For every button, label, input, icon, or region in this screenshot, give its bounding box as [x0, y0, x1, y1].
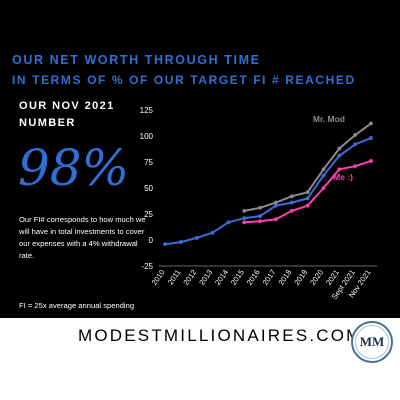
y-tick-label: 125 [140, 106, 154, 115]
data-point [369, 121, 373, 126]
heading-line-2: NUMBER [19, 117, 76, 129]
x-tick-label: 2016 [245, 268, 262, 287]
mm-logo: MM [351, 321, 393, 363]
fi-description: Our FI# corresponds to how much we will … [19, 215, 146, 260]
fi-note: FI = 25x average annual spending [19, 301, 135, 310]
data-point [242, 220, 247, 225]
data-point [337, 167, 342, 172]
data-point [242, 216, 247, 221]
x-tick-label: 2020 [308, 268, 325, 287]
x-tick-label: 2018 [276, 268, 293, 287]
x-tick-label: 2014 [213, 268, 230, 287]
y-tick-label: 75 [144, 158, 153, 167]
data-point [289, 208, 294, 213]
x-tick-label: 2011 [166, 268, 183, 286]
data-point [258, 214, 262, 218]
data-point [163, 242, 167, 247]
data-point [337, 153, 342, 158]
data-point [226, 220, 231, 225]
series-label-me: Me :) [333, 172, 353, 182]
data-point [369, 159, 373, 163]
x-tick-label: 2012 [181, 268, 198, 287]
series-label-mr-mod: Mr. Mod [313, 114, 345, 124]
data-point [258, 219, 262, 224]
chart-title: OUR NET WORTH THROUGH TIME [12, 53, 261, 67]
data-point [242, 208, 247, 213]
data-point [369, 136, 373, 140]
data-point [289, 200, 294, 205]
data-point [274, 200, 278, 205]
data-point [353, 133, 358, 137]
data-point [194, 236, 199, 240]
y-tick-label: 50 [144, 184, 153, 193]
y-tick-label: -25 [141, 262, 153, 271]
data-point [305, 196, 310, 201]
data-point [337, 146, 342, 151]
x-tick-label: 2013 [197, 268, 214, 287]
data-point [210, 230, 215, 235]
big-percentage: 98% [18, 139, 130, 197]
y-tick-label: 0 [149, 236, 154, 245]
data-point [305, 190, 310, 195]
data-point [274, 217, 278, 222]
current-number-heading: OUR NOV 2021 NUMBER [19, 98, 139, 132]
data-point [321, 167, 326, 172]
heading-line-1: OUR NOV 2021 [19, 100, 115, 112]
y-tick-label: 100 [140, 132, 154, 141]
data-point [353, 164, 358, 169]
website-footer[interactable]: MODESTMILLIONAIRES.COM [78, 326, 363, 345]
data-point [258, 205, 262, 210]
y-tick-label: 25 [144, 210, 153, 219]
data-point [289, 194, 294, 199]
dark-panel: OUR NET WORTH THROUGH TIME IN TERMS OF %… [0, 0, 400, 318]
logo-letters: MM [360, 334, 385, 349]
x-tick-label: 2015 [229, 268, 246, 287]
data-point [178, 240, 183, 244]
data-point [274, 203, 278, 208]
data-point [321, 186, 326, 190]
x-tick-label: 2019 [292, 268, 309, 287]
data-point [305, 203, 310, 208]
data-point [353, 142, 358, 147]
data-point [321, 173, 326, 178]
x-tick-label: 2017 [261, 268, 278, 287]
chart-subtitle: IN TERMS OF % OF OUR TARGET FI # REACHED [12, 73, 356, 87]
series-line-1 [164, 137, 372, 246]
